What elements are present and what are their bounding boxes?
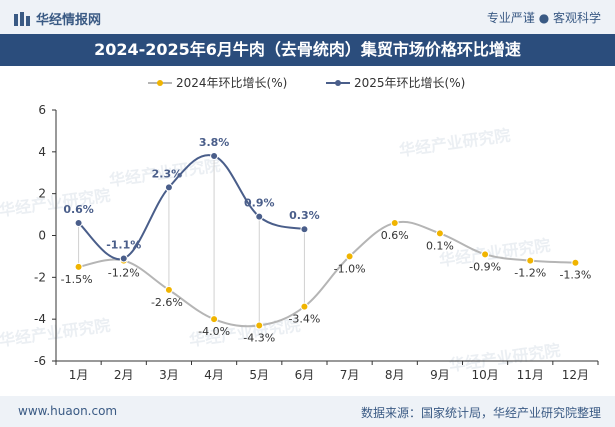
data-point-2024 xyxy=(481,250,490,259)
watermarks: 华经产业研究院华经产业研究院华经产业研究院华经产业研究院华经产业研究院华经产业研… xyxy=(0,126,561,375)
data-point-2024 xyxy=(255,321,264,330)
data-point-2025 xyxy=(74,218,83,227)
data-point-2025 xyxy=(164,183,173,192)
data-point-2024 xyxy=(571,258,580,267)
top-bar: 华经情报网 专业严谨 ● 客观科学 xyxy=(0,0,615,34)
data-label-2024: -1.0% xyxy=(334,262,366,275)
y-tick-label: 4 xyxy=(38,145,46,159)
data-label-2025: 0.3% xyxy=(289,209,320,222)
chart-title: 2024-2025年6月牛肉（去骨统肉）集贸市场价格环比增速 xyxy=(0,34,615,66)
data-labels: -1.5% -1.2% -2.6% -4.0% -4.3% -3.4% -1.0% 0.6% 0… xyxy=(61,136,592,344)
x-tick-label: 2月 xyxy=(114,368,134,382)
data-label-2025: 0.6% xyxy=(63,203,94,216)
data-label-2024: 0.1% xyxy=(426,239,454,252)
slogan: 专业严谨 ● 客观科学 xyxy=(486,11,601,25)
data-label-2024: 0.6% xyxy=(381,229,409,242)
legend-label-2025: 2025年环比增长(%) xyxy=(354,76,465,90)
legend-marker-2024 xyxy=(157,80,163,86)
y-tick-label: -2 xyxy=(34,270,46,284)
data-point-2024 xyxy=(390,218,399,227)
data-label-2024: -1.2% xyxy=(514,267,546,280)
y-tick-label: 2 xyxy=(38,187,46,201)
data-label-2024: -4.3% xyxy=(243,331,275,344)
data-label-2024: -1.2% xyxy=(108,267,140,280)
data-label-2024: -0.9% xyxy=(469,260,501,273)
x-tick-label: 1月 xyxy=(69,368,89,382)
guide-lines xyxy=(78,156,305,326)
data-point-2024 xyxy=(210,315,219,324)
watermark-text: 华经产业研究院 xyxy=(448,341,562,375)
x-tick-label: 5月 xyxy=(249,368,269,382)
y-tick-label: 0 xyxy=(38,229,46,243)
data-label-2024: -2.6% xyxy=(151,296,183,309)
x-tick-label: 7月 xyxy=(340,368,360,382)
data-point-2025 xyxy=(119,254,128,263)
y-tick-label: -4 xyxy=(34,312,46,326)
x-tick-label: 9月 xyxy=(430,368,450,382)
data-point-2025 xyxy=(300,225,309,234)
data-point-2024 xyxy=(345,252,354,261)
data-point-2024 xyxy=(435,229,444,238)
data-label-2024: -3.4% xyxy=(288,313,320,326)
x-tick-label: 12月 xyxy=(562,368,589,382)
data-label-2024: -1.3% xyxy=(559,269,591,282)
brand-name: 华经情报网 xyxy=(36,13,102,28)
data-point-2025 xyxy=(210,152,219,161)
data-label-2024: -4.0% xyxy=(198,325,230,338)
data-point-2024 xyxy=(300,302,309,311)
x-tick-label: 10月 xyxy=(471,368,498,382)
x-tick-label: 6月 xyxy=(295,368,315,382)
footer: www.huaon.com 数据来源：国家统计局，华经产业研究院整理 xyxy=(0,396,615,427)
data-label-2025: -1.1% xyxy=(106,239,141,252)
x-tick-label: 11月 xyxy=(517,368,544,382)
data-point-2024 xyxy=(164,285,173,294)
legend-label-2024: 2024年环比增长(%) xyxy=(176,76,287,90)
x-tick-label: 4月 xyxy=(204,368,224,382)
data-point-2024 xyxy=(526,256,535,265)
footer-source: 数据来源：国家统计局，华经产业研究院整理 xyxy=(360,406,601,420)
y-tick-label: 6 xyxy=(38,103,46,117)
data-label-2024: -1.5% xyxy=(61,273,93,286)
brand-logo-icon xyxy=(14,11,30,26)
legend-marker-2025 xyxy=(335,80,341,86)
data-label-2025: 2.3% xyxy=(152,167,183,180)
axes: -6 -4 -2 0 2 4 6 1月 2月 3月 4月 5月 6月 7月 8月 9月 10月 11月 12月 xyxy=(34,103,599,382)
data-point-2025 xyxy=(255,212,264,221)
data-label-2025: 0.9% xyxy=(244,197,275,210)
legend: 2024年环比增长(%) 2025年环比增长(%) xyxy=(148,76,465,90)
y-tick-label: -6 xyxy=(34,354,46,368)
series-line-2024 xyxy=(78,220,576,328)
x-tick-label: 8月 xyxy=(385,368,405,382)
brand: 华经情报网 xyxy=(14,9,101,28)
data-point-2024 xyxy=(74,262,83,271)
data-label-2025: 3.8% xyxy=(199,136,230,149)
watermark-text: 华经产业研究院 xyxy=(398,126,512,160)
x-tick-label: 3月 xyxy=(159,368,179,382)
data-points xyxy=(74,152,580,330)
line-chart: 华经产业研究院华经产业研究院华经产业研究院华经产业研究院华经产业研究院华经产业研… xyxy=(0,76,599,382)
footer-site: www.huaon.com xyxy=(18,404,118,418)
